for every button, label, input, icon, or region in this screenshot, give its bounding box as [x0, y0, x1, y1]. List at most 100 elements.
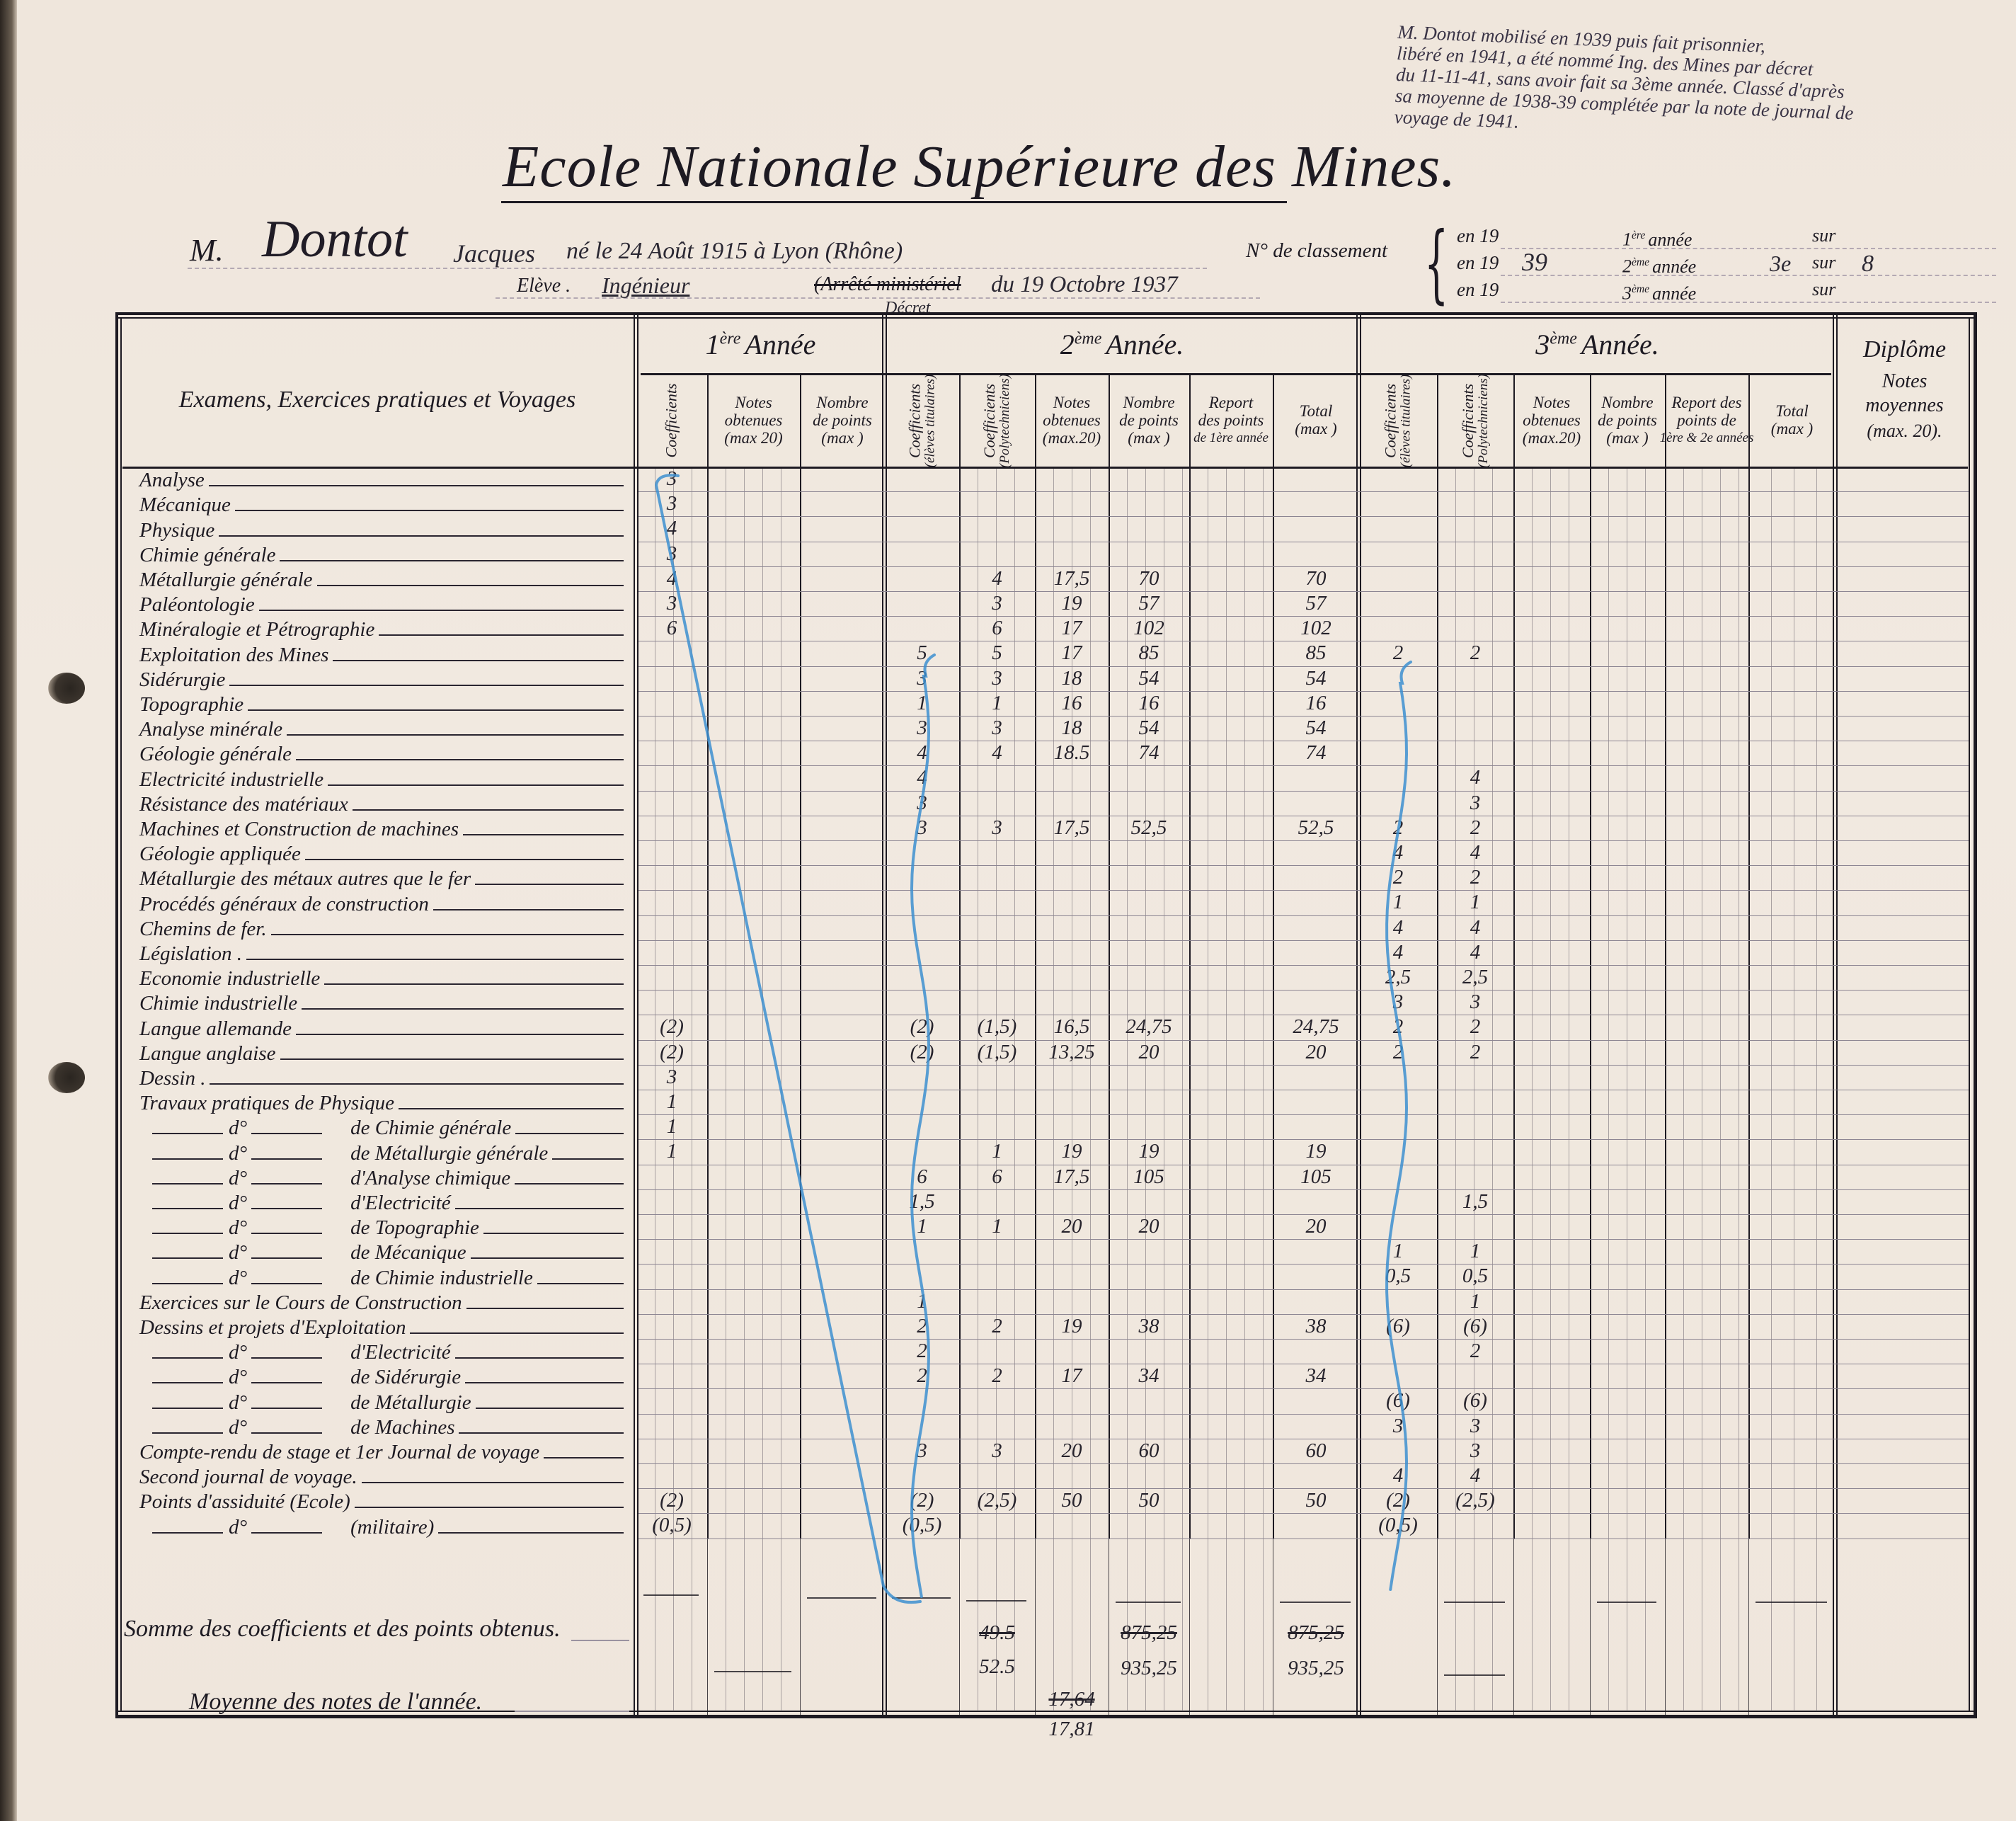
column-end-rule — [643, 1594, 699, 1596]
grade-cell: 1 — [666, 1090, 677, 1113]
ranking-sur: sur — [1812, 225, 1836, 246]
grade-cell: 3 — [666, 1065, 677, 1088]
leader-line — [354, 1507, 624, 1509]
row-label: d° de Sidérurgie — [152, 1364, 626, 1388]
grade-cell: 60 — [1138, 1439, 1159, 1462]
row-rule — [638, 616, 1969, 617]
column-header-line: de points — [813, 411, 872, 429]
column-divider — [800, 1538, 801, 1715]
year-sup: ème — [1074, 329, 1102, 348]
column-header-line: des points — [1198, 411, 1264, 429]
row-rule — [638, 915, 1969, 916]
column-header-line: (élèves titulaires) — [922, 374, 938, 467]
grade-cell: (0,5) — [902, 1514, 942, 1537]
leader-line — [246, 958, 624, 960]
diplome-sub: moyennes — [1865, 394, 1944, 416]
column-header: Nombre de points (max ) — [1110, 380, 1188, 459]
grade-cell: 6 — [992, 617, 1002, 640]
table-border — [115, 312, 118, 1718]
grade-cell: 1 — [1392, 891, 1404, 914]
row-label-text: Procédés généraux de construction — [139, 892, 429, 915]
grade-cell: 3 — [992, 666, 1002, 690]
grade-cell: 3 — [666, 592, 677, 615]
row-label-text: Exercices sur le Cours de Construction — [139, 1291, 462, 1314]
column-divider — [1748, 373, 1750, 1539]
ditto-mark: d° — [229, 1415, 248, 1439]
grade-cell: 19 — [1061, 592, 1082, 615]
row-label-text: Analyse minérale — [139, 718, 283, 741]
leader-line — [258, 610, 624, 612]
row-label: Métallurgie des métaux autres que le fer — [139, 866, 626, 889]
ditto-dash — [251, 1257, 323, 1260]
grade-cell: 54 — [1305, 717, 1327, 739]
row-label-text: d'Electricité — [350, 1191, 451, 1214]
grade-cell: 17 — [1061, 1364, 1082, 1388]
row-rule — [638, 1339, 1969, 1340]
grade-cell: 3 — [666, 492, 677, 515]
row-label: d° de Mécanique — [152, 1240, 626, 1263]
row-rule — [638, 1513, 1969, 1514]
row-label: Mécanique — [139, 492, 626, 515]
leader-line — [552, 1158, 624, 1160]
leader-line — [234, 510, 624, 512]
label-header: Examens, Exercices pratiques et Voyages — [178, 387, 576, 413]
row-rule — [638, 1189, 1969, 1190]
leader-line — [410, 1332, 624, 1334]
ranking-en: en 19 — [1457, 252, 1499, 273]
grade-cell: 24,75 — [1293, 1015, 1339, 1039]
sum-points: 935,25 — [1121, 1657, 1177, 1679]
column-header-line: Coefficients — [1381, 383, 1399, 458]
leader-line — [475, 1407, 624, 1409]
grade-cell: 19 — [1138, 1140, 1159, 1163]
row-label-text: Géologie générale — [139, 743, 292, 766]
leader-line — [208, 485, 624, 487]
grade-cell: 3 — [917, 666, 927, 690]
ditto-mark: d° — [229, 1515, 248, 1539]
grade-cell: (6) — [1463, 1389, 1487, 1412]
grade-cell: 4 — [1470, 766, 1481, 789]
ranking-annee-sup: ère — [1632, 229, 1646, 241]
column-divider — [1273, 373, 1274, 1539]
scan-edge — [0, 0, 17, 1821]
column-end-rule — [1116, 1602, 1181, 1603]
dotted-line — [496, 297, 1260, 299]
moyenne-struck: 17,64 — [1048, 1688, 1095, 1711]
grade-cell: 20 — [1138, 1215, 1159, 1238]
leader-line — [316, 584, 624, 586]
ranking-annee-num: 2 — [1622, 256, 1632, 277]
ranking-annee-num: 1 — [1622, 229, 1632, 250]
column-header-line: Total — [1775, 402, 1809, 420]
grade-cell: 50 — [1138, 1489, 1159, 1512]
ranking-annee-word: année — [1648, 229, 1693, 250]
column-end-rule — [1597, 1602, 1656, 1603]
grade-cell: 3 — [917, 816, 927, 839]
grade-cell: 19 — [1061, 1140, 1082, 1163]
grade-cell: 2 — [1470, 1015, 1481, 1039]
ditto-dash — [152, 1531, 223, 1534]
leader-line — [475, 884, 624, 886]
punch-hole — [48, 1062, 85, 1093]
column-header-line: Coefficients — [663, 383, 680, 458]
column-header-line: Total — [1299, 402, 1333, 420]
grade-cell: 1 — [1470, 1289, 1481, 1313]
row-label-text: de Machines — [350, 1415, 455, 1439]
column-header: Coefficients (Polytechniciens) — [1437, 374, 1513, 468]
grade-cell: 17,5 — [1053, 816, 1090, 839]
row-label: d° de Métallurgie générale — [152, 1140, 626, 1164]
header-rule — [641, 373, 1831, 375]
grade-cell: 105 — [1300, 1165, 1331, 1188]
dotted-line — [1501, 302, 1996, 303]
grade-cell: 2 — [1392, 1015, 1404, 1039]
ditto-mark: d° — [229, 1241, 248, 1265]
row-rule — [638, 1463, 1969, 1464]
grade-cell: 3 — [992, 592, 1002, 615]
leader-line — [270, 933, 624, 935]
column-end-rule — [714, 1671, 791, 1672]
ranking-total: 8 — [1862, 251, 1874, 277]
row-rule — [638, 1488, 1969, 1489]
ditto-dash — [251, 1382, 323, 1384]
grade-cell: 3 — [992, 816, 1002, 839]
row-label: d° de Chimie industrielle — [152, 1265, 626, 1289]
column-header-line: (Polytechniciens) — [997, 373, 1012, 468]
row-rule — [638, 1065, 1969, 1066]
